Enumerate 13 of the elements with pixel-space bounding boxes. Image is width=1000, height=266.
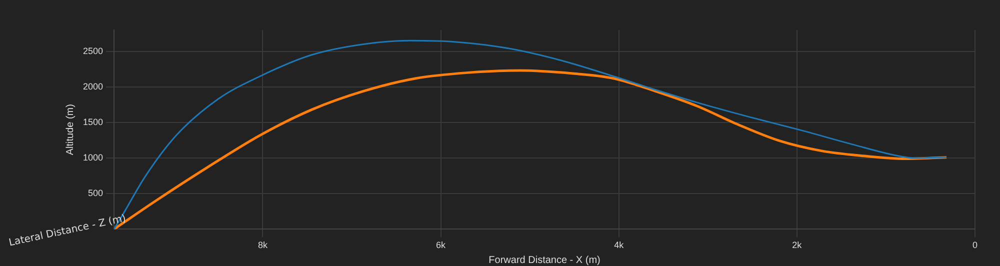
- y-tick-label: 500: [88, 188, 104, 198]
- x-tick-label: 2k: [792, 240, 802, 250]
- y-axis-title: Altitude (m): [64, 104, 76, 156]
- y-tick-label: 1000: [82, 152, 104, 163]
- x-axis-title: Forward Distance - X (m): [488, 254, 600, 266]
- y-tick-label: 2500: [82, 46, 104, 56]
- y-tick-label: 1500: [82, 116, 104, 127]
- y-tick-label: 2000: [82, 81, 104, 92]
- annotation: Lateral Distance - Z (m): [8, 213, 127, 249]
- x-tick-label: 0: [972, 240, 978, 250]
- x-tick-label: 4k: [614, 240, 624, 250]
- x-tick-label: 6k: [436, 240, 446, 250]
- x-tick-label: 8k: [258, 240, 268, 250]
